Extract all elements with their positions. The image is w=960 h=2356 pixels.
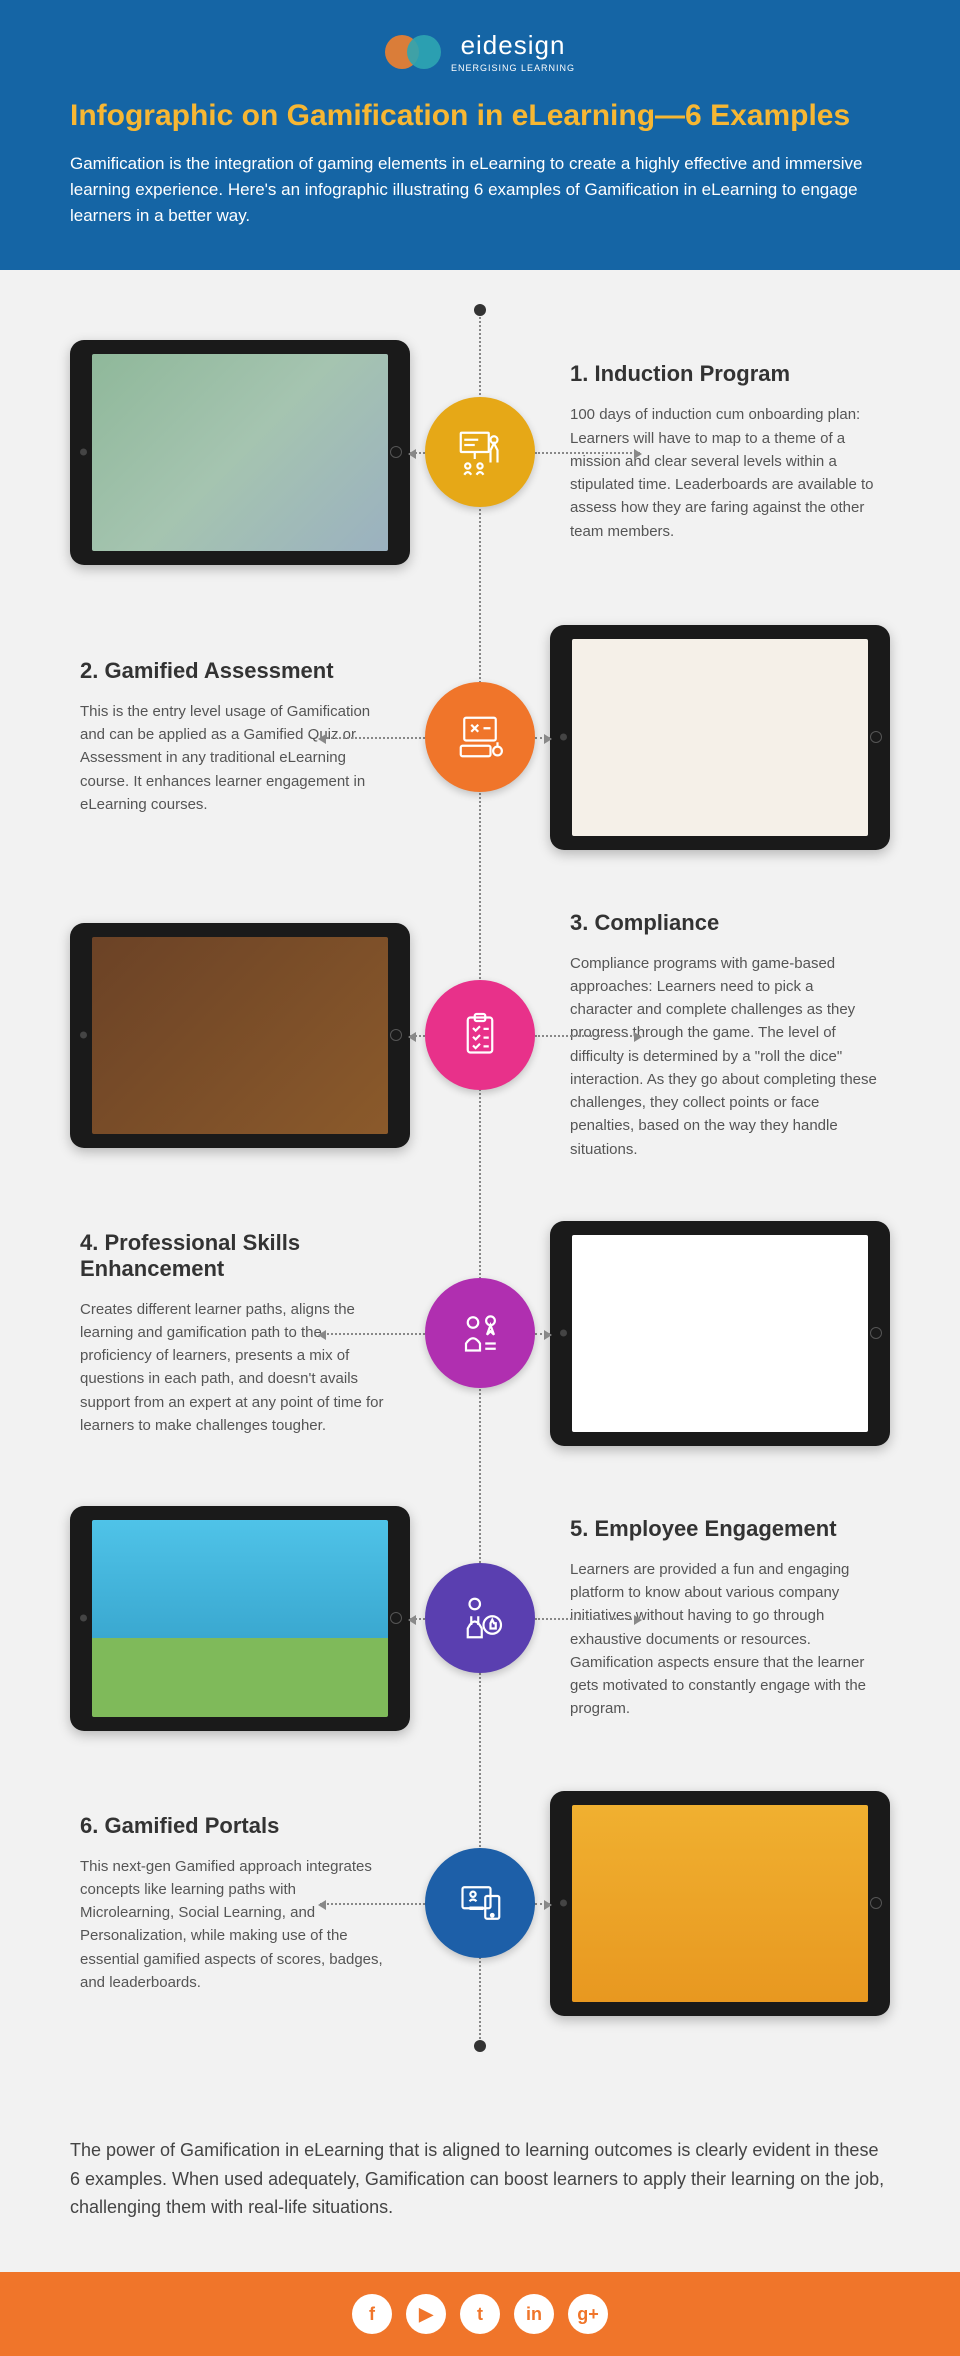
logo-mark-icon — [385, 35, 441, 69]
devices-icon — [425, 1848, 535, 1958]
item-title: 3. Compliance — [570, 910, 880, 936]
tablet-mockup — [70, 340, 410, 565]
item-desc: Creates different learner paths, aligns … — [80, 1298, 390, 1438]
timeline-row: 3. Compliance Compliance programs with g… — [0, 880, 960, 1191]
item-desc: This is the entry level usage of Gamific… — [80, 700, 390, 816]
item-title: 6. Gamified Portals — [80, 1813, 390, 1839]
award-icon — [425, 1278, 535, 1388]
page-title: Infographic on Gamification in eLearning… — [70, 99, 890, 133]
closing-text: The power of Gamification in eLearning t… — [0, 2106, 960, 2272]
googleplus-icon[interactable]: g+ — [568, 2294, 608, 2334]
timeline-row: 4. Professional Skills Enhancement Creat… — [0, 1191, 960, 1476]
timeline: 1. Induction Program 100 days of inducti… — [0, 270, 960, 2106]
timeline-row: 2. Gamified Assessment This is the entry… — [0, 595, 960, 880]
item-desc: Compliance programs with game-based appr… — [570, 952, 880, 1161]
item-title: 5. Employee Engagement — [570, 1516, 880, 1542]
header: eidesign ENERGISING LEARNING Infographic… — [0, 0, 960, 270]
timeline-row: 5. Employee Engagement Learners are prov… — [0, 1476, 960, 1761]
intro-text: Gamification is the integration of gamin… — [70, 151, 890, 230]
item-title: 1. Induction Program — [570, 361, 880, 387]
item-title: 2. Gamified Assessment — [80, 658, 390, 684]
footer: f ▶ tin g+ — [0, 2272, 960, 2356]
tablet-mockup — [70, 923, 410, 1148]
brand-logo: eidesign ENERGISING LEARNING — [385, 30, 575, 73]
person-thumbsup-icon — [425, 1563, 535, 1673]
item-desc: This next-gen Gamified approach integrat… — [80, 1855, 390, 1995]
linkedin-icon[interactable]: in — [514, 2294, 554, 2334]
social-links: f ▶ tin g+ — [352, 2294, 608, 2334]
item-title: 4. Professional Skills Enhancement — [80, 1230, 390, 1282]
item-desc: 100 days of induction cum onboarding pla… — [570, 403, 880, 543]
brand-tagline: ENERGISING LEARNING — [451, 63, 575, 73]
tablet-mockup — [550, 625, 890, 850]
brand-name: eidesign — [451, 30, 575, 61]
twitter-icon[interactable]: t — [460, 2294, 500, 2334]
facebook-icon[interactable]: f — [352, 2294, 392, 2334]
clipboard-icon — [425, 980, 535, 1090]
timeline-row: 1. Induction Program 100 days of inducti… — [0, 310, 960, 595]
youtube-icon[interactable]: ▶ — [406, 2294, 446, 2334]
computer-icon — [425, 682, 535, 792]
tablet-mockup — [70, 1506, 410, 1731]
timeline-row: 6. Gamified Portals This next-gen Gamifi… — [0, 1761, 960, 2046]
timeline-end-dot — [474, 2040, 486, 2052]
tablet-mockup — [550, 1791, 890, 2016]
tablet-mockup — [550, 1221, 890, 1446]
item-desc: Learners are provided a fun and engaging… — [570, 1558, 880, 1721]
presentation-icon — [425, 397, 535, 507]
